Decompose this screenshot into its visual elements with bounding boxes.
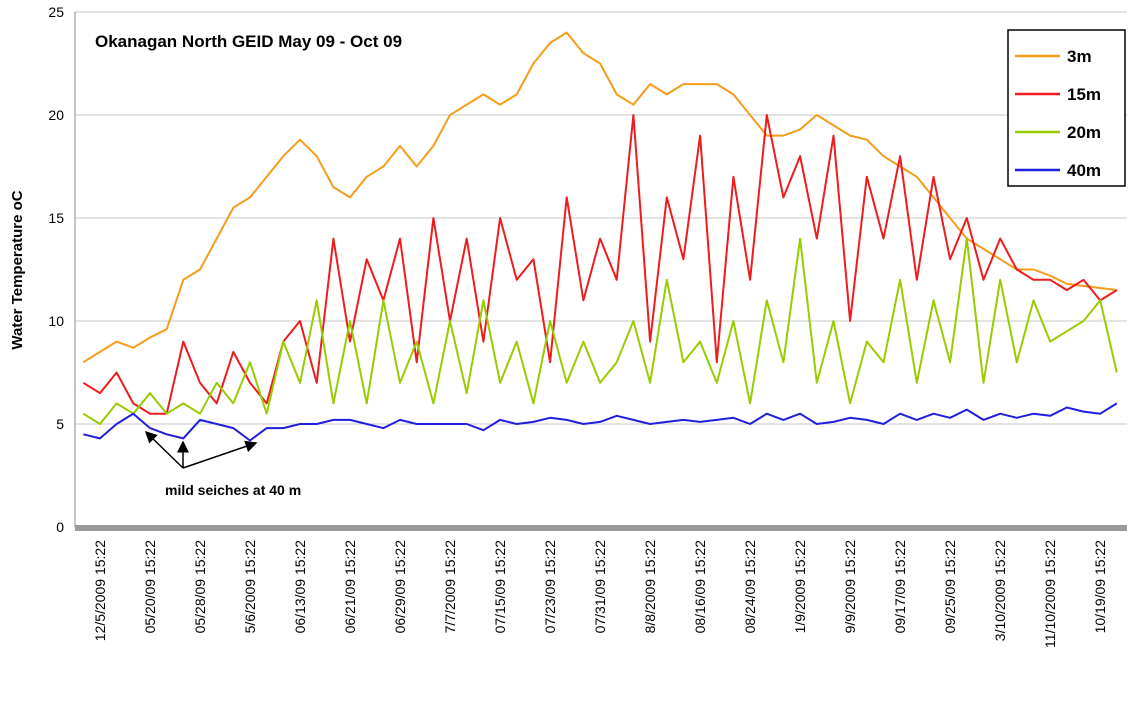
x-tick-label: 07/31/09 15:22 bbox=[592, 540, 608, 634]
y-tick-label: 25 bbox=[48, 4, 64, 20]
y-axis-label: Water Temperature oC bbox=[9, 190, 26, 349]
x-axis bbox=[75, 525, 1127, 531]
x-tick-label: 12/5/2009 15:22 bbox=[92, 540, 108, 641]
x-tick-label: 05/28/09 15:22 bbox=[192, 540, 208, 634]
x-tick-label: 05/20/09 15:22 bbox=[142, 540, 158, 634]
x-tick-label: 07/15/09 15:22 bbox=[492, 540, 508, 634]
data-line bbox=[82, 237, 1118, 425]
annotation-arrows bbox=[144, 430, 258, 469]
chart-title: Okanagan North GEID May 09 - Oct 09 bbox=[95, 32, 402, 51]
legend-label: 15m bbox=[1067, 85, 1101, 104]
data-line bbox=[82, 31, 1117, 364]
x-tick-label: 9/9/2009 15:22 bbox=[842, 540, 858, 634]
y-tick-label: 10 bbox=[48, 313, 64, 329]
x-tick-label: 06/13/09 15:22 bbox=[292, 540, 308, 634]
x-tick-label: 5/6/2009 15:22 bbox=[242, 540, 258, 634]
x-tick-label: 7/7/2009 15:22 bbox=[442, 540, 458, 634]
annotation: mild seiches at 40 m bbox=[165, 482, 301, 498]
y-tick-label: 0 bbox=[56, 519, 64, 535]
data-line bbox=[82, 114, 1118, 415]
x-tick-label: 09/17/09 15:22 bbox=[892, 540, 908, 634]
x-tick-label: 1/9/2009 15:22 bbox=[792, 540, 808, 634]
legend-label: 3m bbox=[1067, 47, 1092, 66]
x-tick-label: 09/25/09 15:22 bbox=[942, 540, 958, 634]
x-tick-label: 07/23/09 15:22 bbox=[542, 540, 558, 634]
x-tick-label: 8/8/2009 15:22 bbox=[642, 540, 658, 634]
y-tick-label: 15 bbox=[48, 210, 64, 226]
x-tick-label: 06/29/09 15:22 bbox=[392, 540, 408, 634]
y-tick-label: 20 bbox=[48, 107, 64, 123]
x-tick-label: 06/21/09 15:22 bbox=[342, 540, 358, 634]
x-tick-label: 10/19/09 15:22 bbox=[1092, 540, 1108, 634]
x-tick-label: 08/24/09 15:22 bbox=[742, 540, 758, 634]
legend-label: 40m bbox=[1067, 161, 1101, 180]
data-line bbox=[83, 402, 1118, 442]
x-tick-label: 3/10/2009 15:22 bbox=[992, 540, 1008, 641]
legend-label: 20m bbox=[1067, 123, 1101, 142]
y-tick-label: 5 bbox=[56, 416, 64, 432]
x-tick-label: 08/16/09 15:22 bbox=[692, 540, 708, 634]
x-tick-label: 11/10/2009 15:22 bbox=[1042, 540, 1058, 648]
